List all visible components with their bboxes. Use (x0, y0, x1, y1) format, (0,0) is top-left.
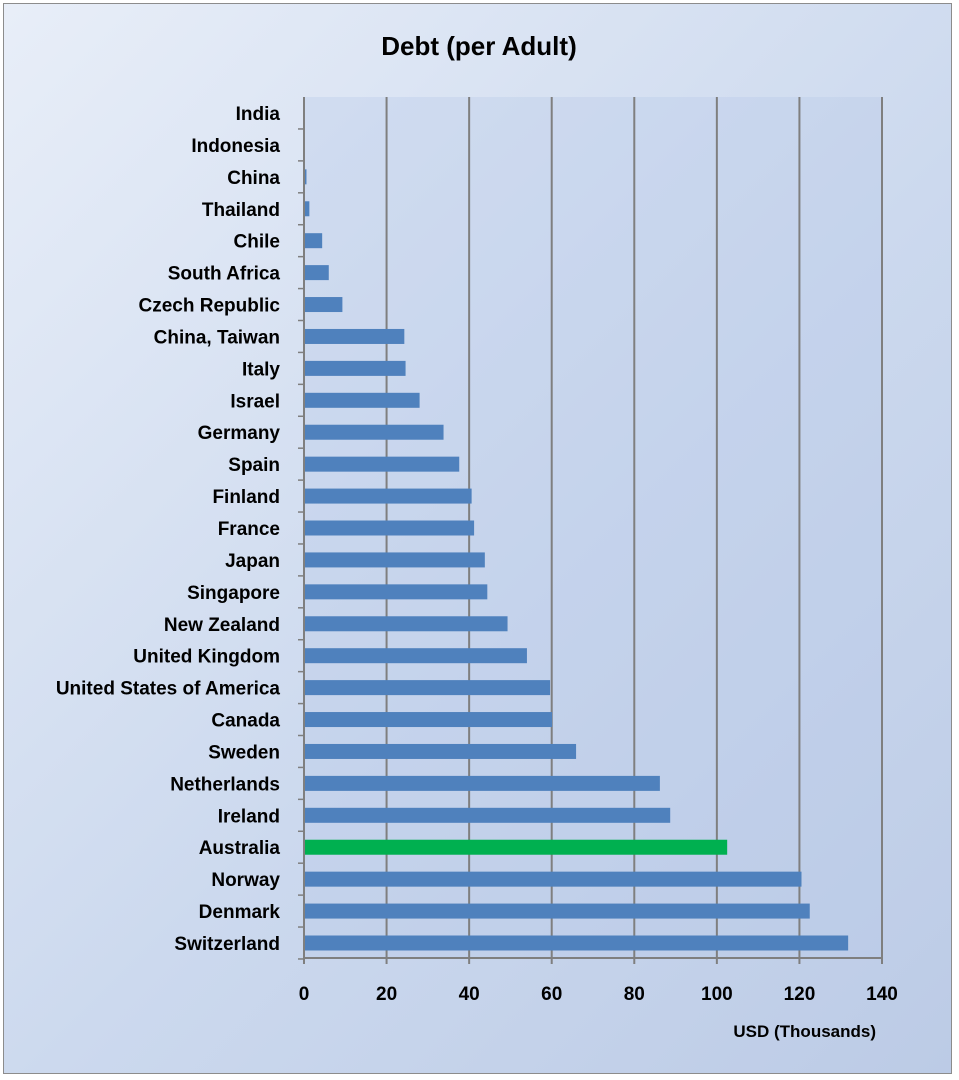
x-tick-label: 20 (376, 984, 397, 1005)
bar (304, 328, 405, 344)
category-label: Indonesia (191, 136, 280, 157)
x-tick-label: 120 (784, 984, 816, 1005)
category-label: Switzerland (174, 934, 280, 955)
category-label: Netherlands (170, 774, 280, 795)
chart-title: Debt (per Adult) (381, 31, 576, 61)
category-label: United States of America (56, 679, 281, 700)
category-label: South Africa (168, 264, 281, 285)
bar (304, 424, 444, 440)
category-label: Italy (242, 359, 280, 380)
bar (304, 935, 849, 951)
bar (304, 360, 406, 376)
x-tick-label: 80 (624, 984, 645, 1005)
category-label: Chile (234, 232, 280, 253)
bar (304, 201, 310, 217)
category-labels: India Indonesia China Thailand Chile South Af… (56, 104, 281, 955)
category-label: Singapore (187, 583, 280, 604)
category-label: Denmark (199, 902, 281, 923)
category-label: China, Taiwan (154, 327, 280, 348)
x-tick-label: 60 (541, 984, 562, 1005)
chart-frame (3, 3, 952, 1074)
x-tick-label: 140 (866, 984, 898, 1005)
bars (304, 105, 849, 951)
category-label: Japan (225, 551, 280, 572)
bar (304, 775, 660, 791)
bar (304, 584, 488, 600)
category-label: Israel (230, 391, 280, 412)
bar (304, 552, 485, 568)
bar (304, 903, 810, 919)
x-tick-labels: 0 20 40 60 80 100 120 140 (299, 984, 898, 1005)
category-label: Czech Republic (139, 296, 281, 317)
category-label: Finland (212, 487, 280, 508)
bar (304, 488, 472, 504)
category-label: Thailand (202, 200, 280, 221)
category-label: Norway (211, 870, 280, 891)
category-label: Canada (211, 711, 280, 732)
bar (304, 743, 577, 759)
category-label: Sweden (208, 742, 280, 763)
bar (304, 265, 329, 281)
bar (304, 169, 307, 185)
category-label: China (227, 168, 280, 189)
category-label: Ireland (218, 806, 280, 827)
x-tick-label: 40 (459, 984, 480, 1005)
bar (304, 871, 802, 887)
category-label: Australia (199, 838, 281, 859)
bar (304, 233, 323, 249)
category-label: France (218, 519, 280, 540)
x-tick-label: 100 (701, 984, 733, 1005)
bar (304, 520, 475, 536)
bar (304, 392, 420, 408)
bar (304, 297, 343, 313)
bar (304, 648, 527, 664)
x-tick-label: 0 (299, 984, 310, 1005)
bar (304, 839, 728, 855)
bar (304, 616, 508, 632)
bar (304, 456, 460, 472)
bar (304, 712, 553, 728)
category-label: Germany (198, 423, 281, 444)
category-label: New Zealand (164, 615, 280, 636)
x-axis-label: USD (Thousands) (733, 1022, 876, 1041)
category-label: Spain (228, 455, 280, 476)
category-label: India (236, 104, 281, 125)
category-label: United Kingdom (133, 647, 280, 668)
bar (304, 680, 551, 696)
bar (304, 807, 671, 823)
